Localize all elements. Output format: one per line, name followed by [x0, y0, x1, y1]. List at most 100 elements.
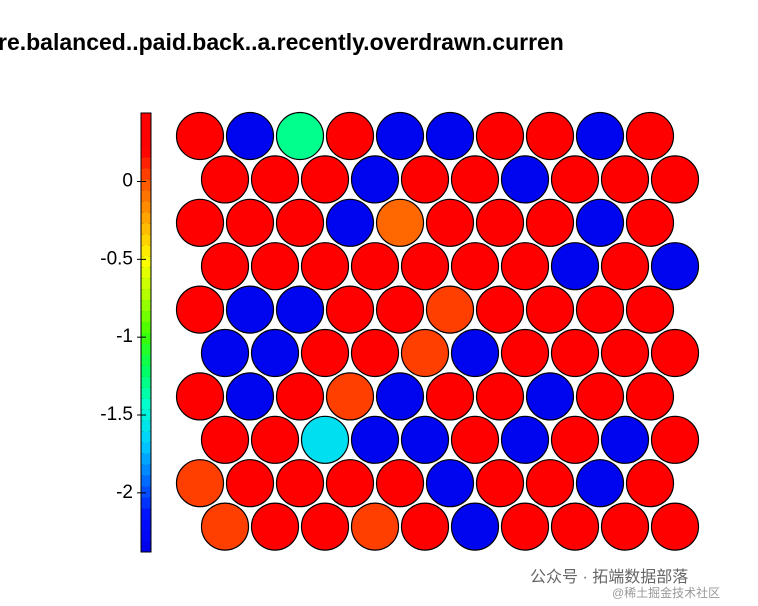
- cell: [175, 111, 225, 161]
- cell: [600, 155, 650, 204]
- colorbar-segment: [141, 189, 151, 202]
- cell: [200, 242, 250, 291]
- cell: [250, 242, 300, 291]
- colorbar-segment: [141, 453, 151, 465]
- cell: [425, 372, 475, 421]
- colorbar-segment: [141, 354, 151, 366]
- cell: [625, 459, 675, 508]
- colorbar-segment: [141, 343, 151, 355]
- cell: [550, 415, 600, 464]
- cell: [375, 285, 425, 334]
- watermark: 公众号 · 拓端数据部落: [530, 568, 688, 586]
- colorbar-segment: [141, 200, 151, 213]
- cell: [425, 285, 475, 334]
- colorbar-segment: [141, 519, 151, 531]
- colorbar-tick-label: -1: [116, 326, 133, 347]
- cell: [250, 328, 300, 378]
- cell: [525, 372, 575, 421]
- cell: [300, 502, 350, 551]
- colorbar-frame: [140, 112, 152, 553]
- colorbar-segment: [141, 123, 151, 136]
- colorbar-segment: [141, 134, 151, 147]
- colorbar-tick-label: -2: [116, 482, 133, 503]
- cell: [450, 415, 500, 464]
- colorbar-segment: [141, 255, 151, 268]
- cell: [400, 328, 450, 378]
- cell: [175, 459, 225, 508]
- cell: [300, 415, 350, 464]
- cell: [275, 459, 325, 508]
- cell: [325, 111, 375, 161]
- cell: [650, 502, 700, 551]
- cell: [325, 285, 375, 334]
- cell: [175, 285, 225, 334]
- cell: [250, 502, 300, 551]
- cell: [200, 328, 250, 378]
- cell: [225, 372, 275, 421]
- cell: [550, 328, 600, 378]
- colorbar-segment: [141, 420, 151, 432]
- colorbar-segment: [141, 222, 151, 235]
- colorbar-segment: [141, 178, 151, 191]
- cell: [525, 285, 575, 334]
- cell: [575, 372, 625, 421]
- colorbar-segment: [141, 321, 151, 333]
- colorbar-segment: [141, 387, 151, 399]
- cell: [575, 198, 625, 247]
- colorbar-segment: [141, 156, 151, 169]
- cell: [600, 502, 650, 551]
- cell: [225, 459, 275, 508]
- colorbar-tick-label: 0: [122, 171, 133, 192]
- cell: [625, 372, 675, 421]
- colorbar-segment: [141, 486, 151, 498]
- cell: [400, 415, 450, 464]
- cell: [625, 111, 675, 161]
- colorbar-segment: [141, 244, 151, 257]
- colorbar-segment: [141, 431, 151, 443]
- colorbar-segment: [141, 310, 151, 323]
- colorbar-segment: [141, 475, 151, 487]
- cell: [650, 155, 700, 204]
- cell: [525, 198, 575, 247]
- cell: [250, 155, 300, 204]
- cell: [475, 111, 525, 161]
- cell: [475, 198, 525, 247]
- cell: [450, 242, 500, 291]
- colorbar-segment: [141, 113, 151, 125]
- cell: [300, 328, 350, 378]
- cell: [200, 155, 250, 204]
- cell: [400, 502, 450, 551]
- cell: [375, 372, 425, 421]
- cell: [650, 242, 700, 291]
- cell: [500, 502, 550, 551]
- cell: [500, 242, 550, 291]
- colorbar-tick-label: -1.5: [100, 404, 133, 425]
- cell: [350, 415, 400, 464]
- cell: [650, 415, 700, 464]
- colorbar-segment: [141, 497, 151, 509]
- cell: [625, 285, 675, 334]
- cell: [550, 242, 600, 291]
- cell: [325, 198, 375, 247]
- cell: [375, 111, 425, 161]
- cell: [475, 459, 525, 508]
- cell: [625, 198, 675, 247]
- cell: [275, 372, 325, 421]
- colorbar-segment: [141, 167, 151, 180]
- cell: [325, 372, 375, 421]
- cell: [600, 415, 650, 464]
- cell: [300, 242, 350, 291]
- cell: [175, 198, 225, 247]
- cell: [450, 155, 500, 204]
- cell: [450, 502, 500, 551]
- colorbar-segment: [141, 299, 151, 312]
- cell: [350, 502, 400, 551]
- colorbar-segment: [141, 376, 151, 388]
- cell: [225, 198, 275, 247]
- cell: [425, 111, 475, 161]
- cell: [575, 459, 625, 508]
- cell: [475, 285, 525, 334]
- cell: [200, 415, 250, 464]
- cell: [650, 328, 700, 378]
